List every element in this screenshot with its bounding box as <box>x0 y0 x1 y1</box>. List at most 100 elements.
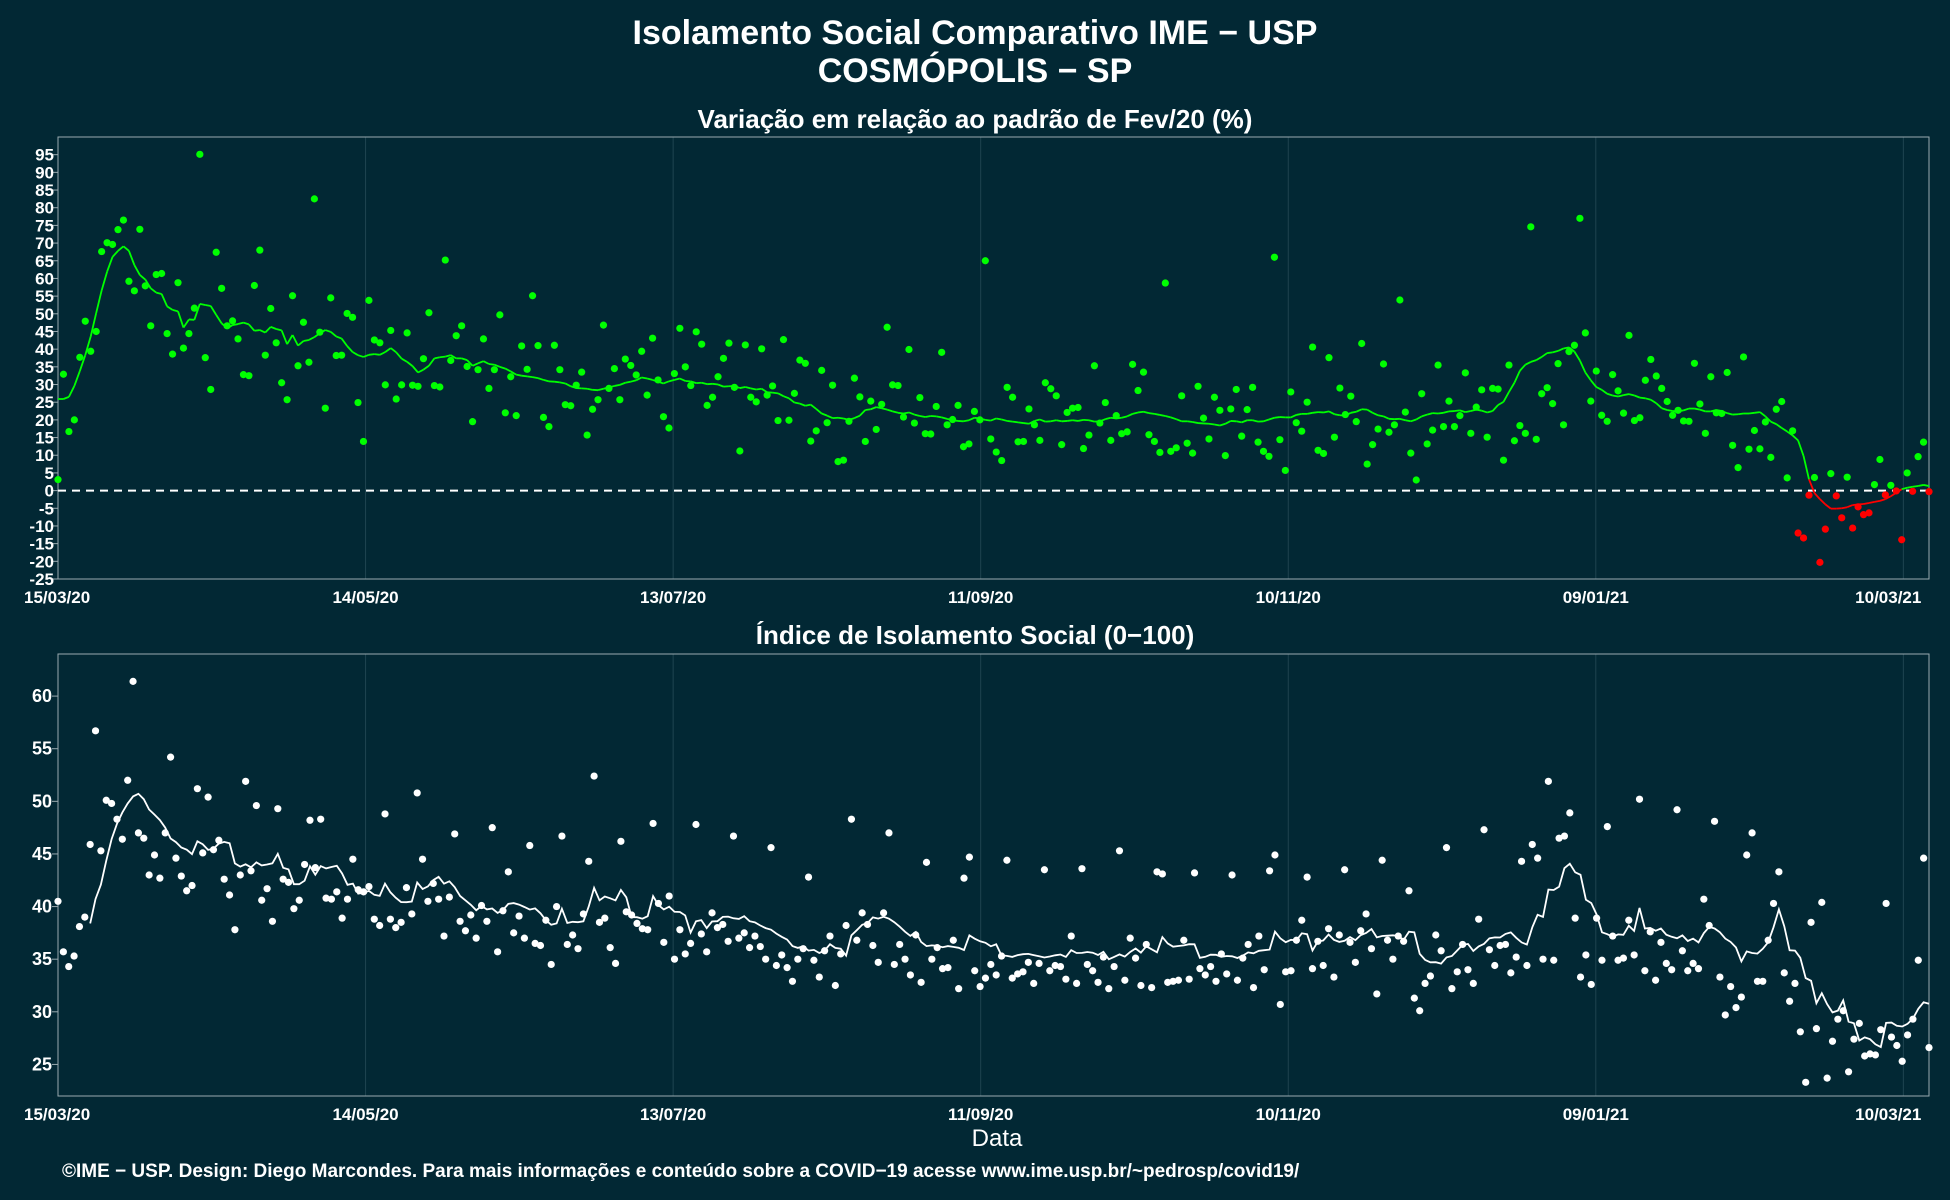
trend-segment <box>243 321 250 326</box>
data-point <box>574 945 582 953</box>
data-point <box>370 336 378 344</box>
data-point <box>168 350 177 358</box>
trend-segment <box>1595 386 1603 391</box>
data-point <box>1341 866 1349 874</box>
data-point <box>1827 470 1835 478</box>
data-point <box>424 897 432 905</box>
data-point <box>1412 476 1420 484</box>
data-point <box>349 855 357 863</box>
data-point <box>1544 777 1552 785</box>
data-point <box>752 398 760 406</box>
trend-segment <box>1034 418 1041 422</box>
trend-segment <box>668 379 675 383</box>
data-point <box>1335 931 1343 939</box>
data-point <box>790 389 798 397</box>
data-point <box>1810 473 1819 482</box>
data-point <box>1330 433 1339 441</box>
data-point <box>1587 397 1595 405</box>
data-point <box>215 836 223 844</box>
data-point <box>1727 982 1735 991</box>
trend-segment <box>919 415 926 418</box>
trend-segment <box>1666 409 1673 412</box>
data-point <box>534 342 542 350</box>
data-point <box>1772 405 1780 413</box>
trend-segment <box>1547 351 1553 354</box>
data-point <box>1512 953 1520 961</box>
data-point <box>1205 435 1213 443</box>
data-point <box>1641 376 1649 384</box>
data-point <box>992 971 1000 979</box>
data-point <box>1756 445 1764 453</box>
trend-segment <box>111 250 119 258</box>
data-point <box>359 888 368 896</box>
trend-segment <box>1590 379 1597 388</box>
data-point <box>338 914 346 922</box>
data-point <box>190 304 198 312</box>
trend-segment <box>172 309 179 313</box>
trend-segment <box>892 410 899 414</box>
data-point <box>1003 856 1011 864</box>
data-point <box>322 894 330 902</box>
data-point <box>1925 488 1933 496</box>
data-point <box>933 944 941 952</box>
data-point <box>294 362 302 370</box>
data-point <box>778 951 786 959</box>
data-point <box>348 313 357 321</box>
y-tick-label: 5 <box>45 464 54 483</box>
data-point <box>1303 398 1311 406</box>
data-point <box>992 448 1000 456</box>
data-point <box>228 317 237 325</box>
trend-segment <box>1372 411 1379 417</box>
data-point <box>831 981 839 990</box>
trend-segment <box>1121 415 1128 419</box>
trend-segment <box>1917 484 1924 487</box>
y-tick-label: 20 <box>35 411 54 430</box>
data-point <box>1314 446 1322 454</box>
trend-segment <box>264 326 272 334</box>
data-point <box>1292 419 1300 427</box>
trend-segment <box>494 363 501 368</box>
trend-segment <box>1563 346 1570 350</box>
data-point <box>665 424 673 432</box>
data-point <box>177 872 185 880</box>
data-point <box>810 956 818 964</box>
data-point <box>938 965 947 973</box>
data-point <box>193 785 201 793</box>
trend-segment <box>854 414 861 419</box>
data-point <box>552 902 561 911</box>
data-point <box>1421 979 1429 987</box>
x-tick-label: 09/01/21 <box>1563 588 1629 607</box>
data-point <box>912 931 920 939</box>
data-point <box>1374 425 1382 433</box>
data-point <box>1609 371 1617 379</box>
data-point <box>392 924 400 932</box>
data-point <box>102 796 110 804</box>
y-tick-label: 45 <box>35 322 54 341</box>
data-point <box>910 419 919 427</box>
trend-segment <box>297 340 305 347</box>
data-point <box>463 362 471 371</box>
data-point <box>1270 253 1279 261</box>
data-point <box>943 421 951 429</box>
data-point <box>461 927 470 935</box>
data-point <box>1185 975 1193 983</box>
trend-segment <box>1737 412 1744 416</box>
trend-segment <box>936 415 942 419</box>
x-tick-label: 10/11/20 <box>1256 1105 1321 1124</box>
data-point <box>1115 847 1124 855</box>
trend-segment <box>799 402 806 407</box>
data-point <box>59 948 67 956</box>
data-point <box>418 855 427 863</box>
data-point <box>333 888 341 896</box>
data-point <box>113 815 121 823</box>
trend-segment <box>1236 420 1242 424</box>
data-point <box>885 829 893 837</box>
x-tick-label: 14/05/20 <box>332 588 398 607</box>
data-point <box>65 962 73 971</box>
data-point <box>1074 403 1082 412</box>
data-point <box>719 920 727 929</box>
data-point <box>209 846 218 854</box>
trend-segment <box>1841 506 1848 510</box>
trend-segment <box>1552 350 1559 354</box>
data-point <box>408 381 417 389</box>
